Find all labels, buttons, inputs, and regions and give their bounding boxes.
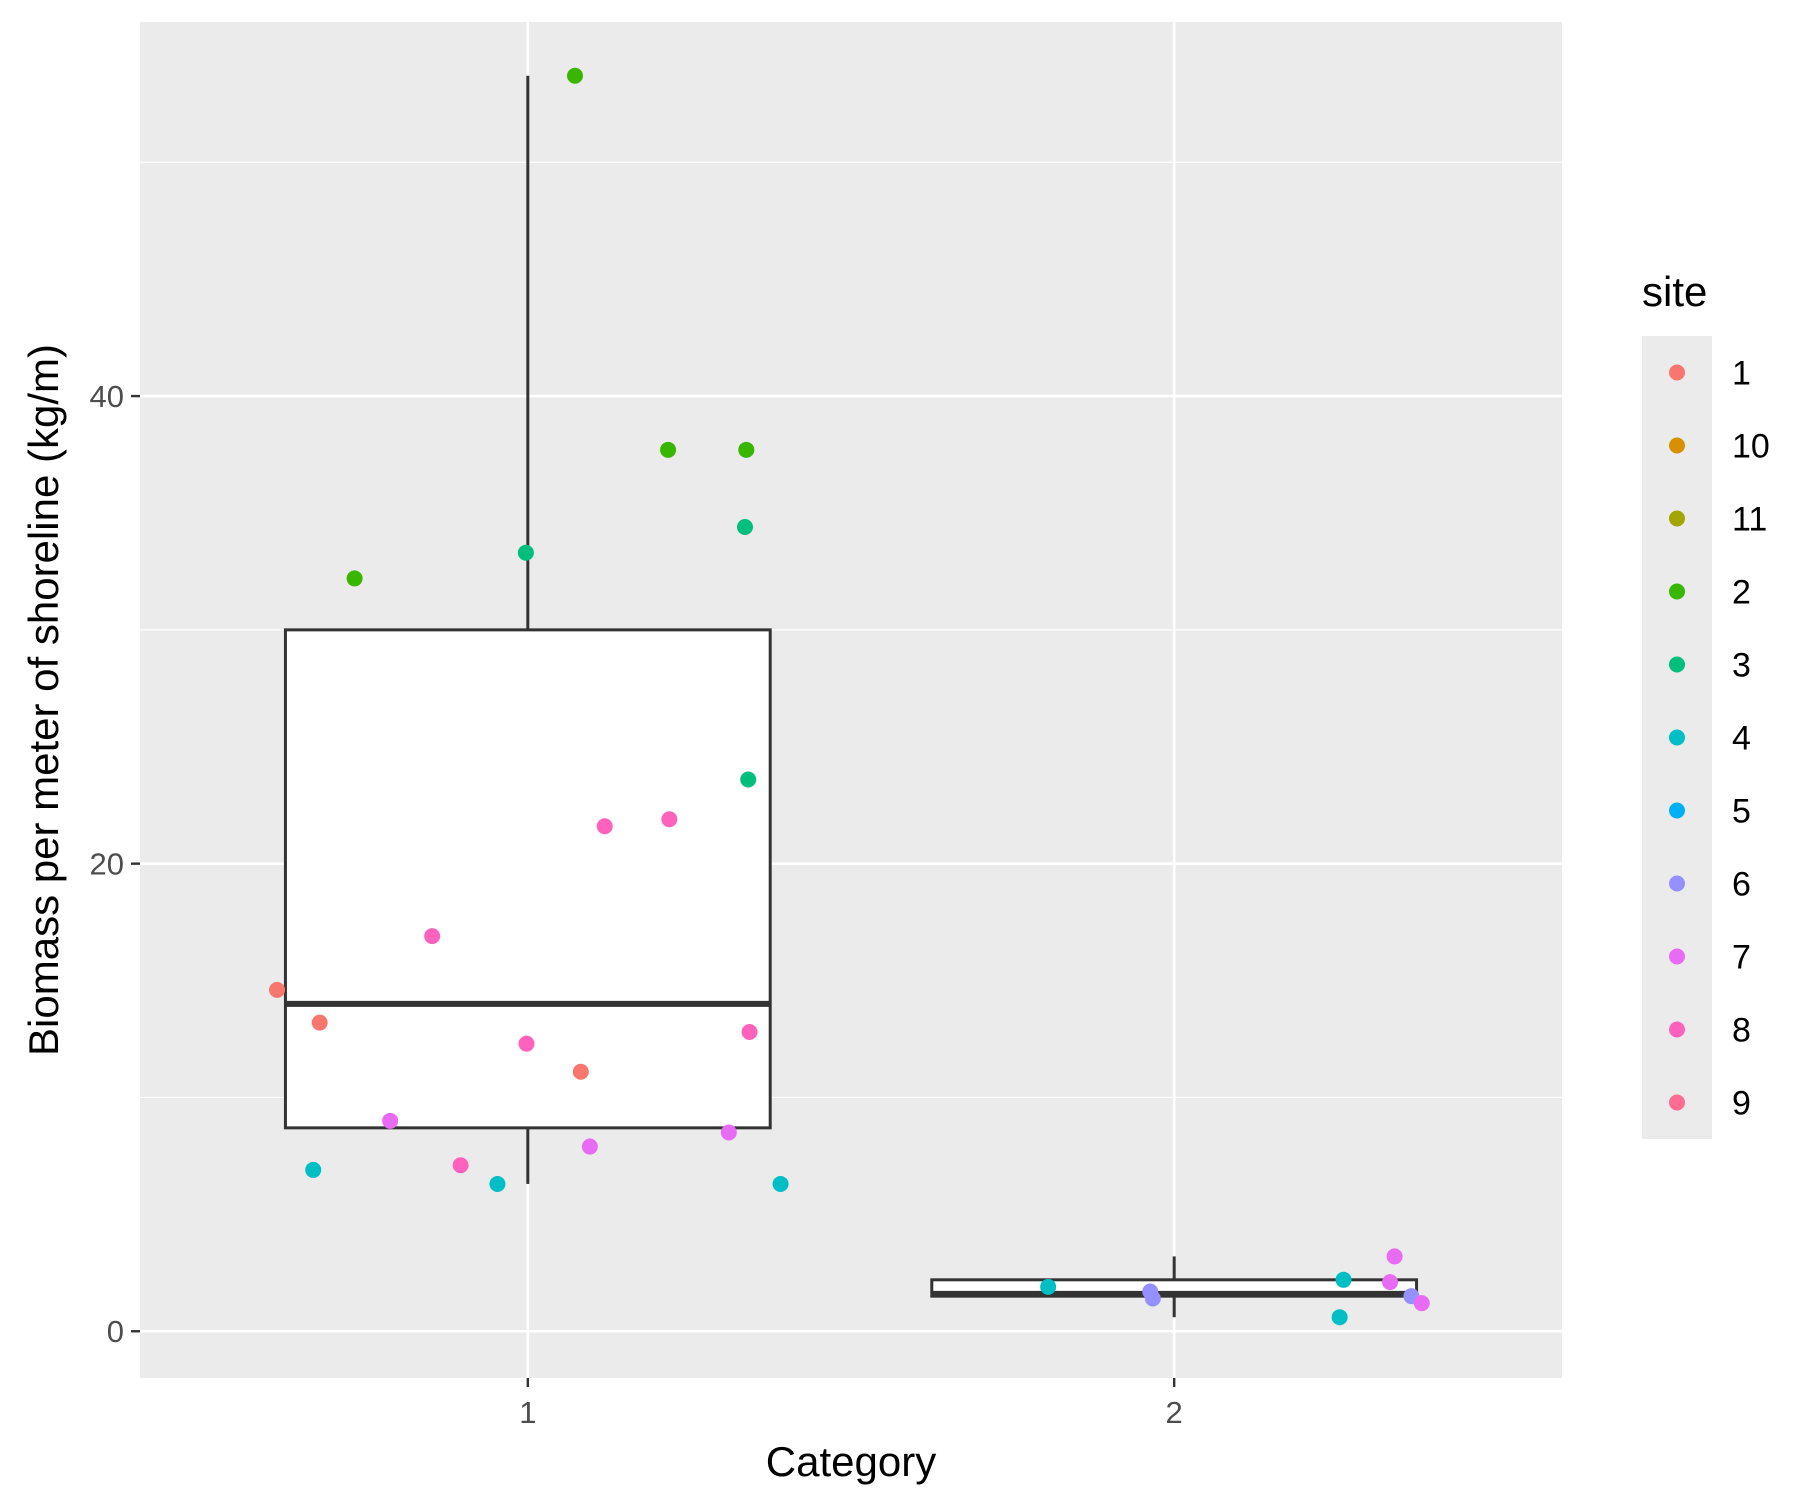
legend-label-site-7: 7 <box>1732 939 1751 977</box>
box-iqr <box>283 628 772 1130</box>
data-point-site-8 <box>596 818 613 835</box>
data-point-site-1 <box>572 1063 589 1080</box>
legend-label-site-4: 4 <box>1732 720 1751 758</box>
legend-label-site-3: 3 <box>1732 647 1751 685</box>
data-point-site-8 <box>518 1035 535 1052</box>
data-point-site-8 <box>452 1157 469 1174</box>
data-point-site-7 <box>720 1124 737 1141</box>
y-tick-label: 0 <box>107 1314 124 1349</box>
legend-title: site <box>1642 268 1707 315</box>
data-point-site-1 <box>311 1014 328 1031</box>
axes: 0 20 40 1 2 <box>90 379 1183 1430</box>
data-point-site-7 <box>581 1138 598 1155</box>
data-point-site-2 <box>660 441 677 458</box>
legend-label-site-10: 10 <box>1732 428 1770 466</box>
points <box>269 67 1430 1326</box>
x-tick-label: 2 <box>1166 1395 1183 1430</box>
legend-key-site-5 <box>1669 802 1685 819</box>
data-point-site-8 <box>424 928 441 945</box>
data-point-site-4 <box>489 1175 506 1192</box>
legend-key-site-4 <box>1669 729 1685 746</box>
legend-label-site-8: 8 <box>1732 1012 1751 1050</box>
data-point-site-2 <box>567 67 584 84</box>
legend-label-site-2: 2 <box>1732 574 1751 612</box>
data-point-site-4 <box>1335 1271 1352 1288</box>
y-tick-label: 20 <box>90 847 124 882</box>
legend-key-site-8 <box>1669 1021 1685 1038</box>
legend-key-site-1 <box>1669 364 1685 381</box>
data-point-site-3 <box>736 518 753 535</box>
x-tick-label: 1 <box>519 1395 536 1430</box>
data-point-site-2 <box>346 570 363 587</box>
y-axis-title: Biomass per meter of shoreline (kg/m) <box>20 344 67 1056</box>
data-point-site-8 <box>661 811 678 828</box>
data-point-site-7 <box>1413 1295 1430 1312</box>
legend-key-site-3 <box>1669 656 1685 673</box>
legend-key-site-2 <box>1669 583 1685 600</box>
data-point-site-4 <box>772 1175 789 1192</box>
data-point-site-1 <box>269 981 286 998</box>
legend-key-site-6 <box>1669 875 1685 892</box>
legend-key-site-10 <box>1669 437 1685 454</box>
legend-label-site-5: 5 <box>1732 793 1751 831</box>
legend-label-site-11: 11 <box>1732 501 1767 539</box>
y-tick-label: 40 <box>90 379 124 414</box>
data-point-site-4 <box>1040 1278 1057 1295</box>
legend-key-site-7 <box>1669 948 1685 965</box>
legend: site 1 10 11 2 3 4 5 6 7 8 9 <box>1642 268 1770 1139</box>
data-point-site-7 <box>382 1112 399 1129</box>
data-point-site-6 <box>1144 1290 1161 1307</box>
legend-label-site-1: 1 <box>1732 355 1751 393</box>
data-point-site-2 <box>738 441 755 458</box>
data-point-site-4 <box>305 1161 322 1178</box>
data-point-site-8 <box>741 1023 758 1040</box>
legend-label-site-9: 9 <box>1732 1085 1751 1123</box>
data-point-site-3 <box>517 544 534 561</box>
legend-key-site-9 <box>1669 1094 1685 1111</box>
x-axis-title: Category <box>766 1438 936 1485</box>
legend-label-site-6: 6 <box>1732 866 1751 904</box>
data-point-site-3 <box>740 771 757 788</box>
legend-key-site-11 <box>1669 510 1685 527</box>
data-point-site-4 <box>1331 1309 1348 1326</box>
data-point-site-7 <box>1386 1248 1403 1265</box>
data-point-site-7 <box>1382 1274 1399 1291</box>
